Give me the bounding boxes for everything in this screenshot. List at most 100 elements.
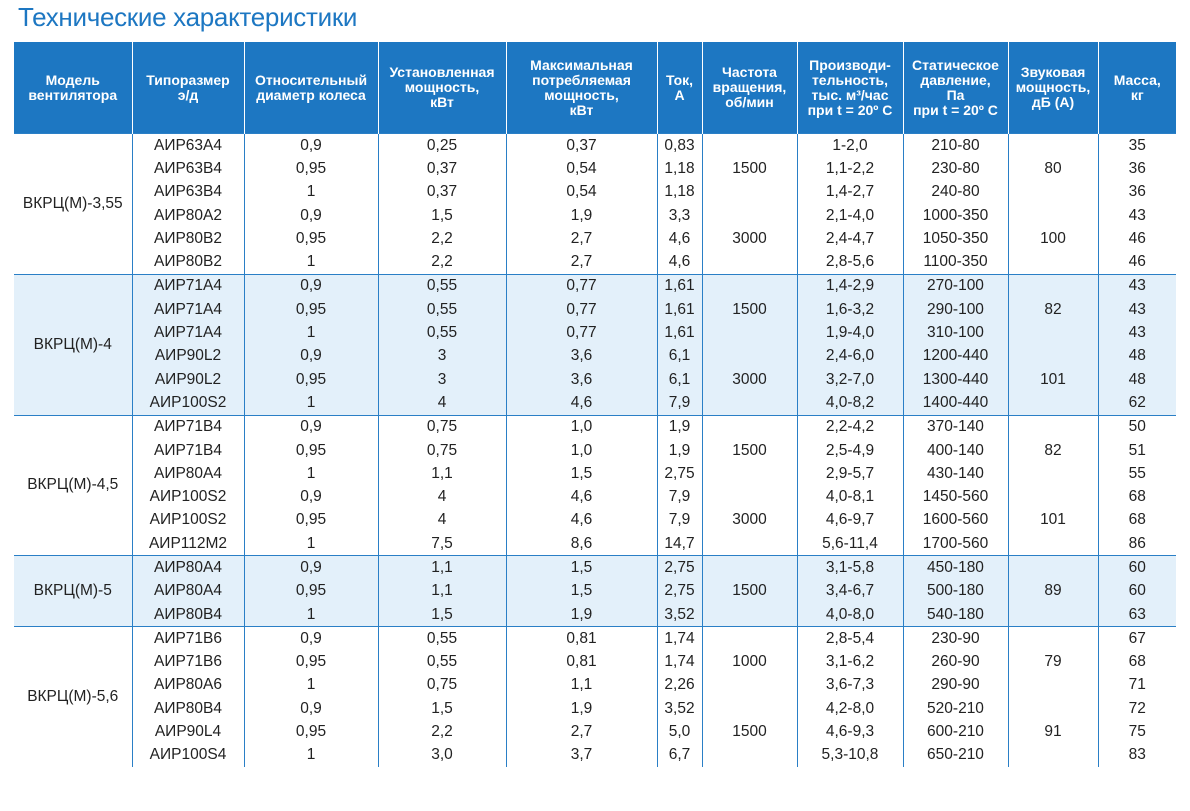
header-capacity: Производи- тельность, тыс. м³/час при t … [797,42,904,134]
capacity-cell: 2,8-5,6 [797,250,904,275]
motor-size-cell: АИР112М2 [132,532,245,556]
table-row: АИР100S2 0,9 4 4,6 7,9 3000 4,0-8,1 1450-560 101… [14,485,1176,556]
mass-cell: 46 [1128,253,1146,271]
installed-power-cell: 0,55 [378,273,507,299]
static-pressure-cell: 1450-560 [903,485,1009,509]
capacity-cell: 2,4-4,7 [797,227,904,251]
motor-size-cell: АИР90L2 [132,344,245,368]
wheel-diameter-cell: 1 [244,321,379,345]
static-pressure-cell: 270-100 [903,273,1009,299]
fan-model-cell: ВКРЦ(М)-3,55 [14,133,133,275]
table-row: АИР71В6 0,95 0,55 0,81 1,74 3,1-6,2 260-90 68 [14,650,1176,674]
static-pressure-cell: 500-180 [903,579,1009,603]
table-row: ВКРЦ(М)-5,6 АИР71В6 0,9 0,55 0,81 1,74 1000 2,8… [14,626,1176,768]
motor-size-cell: АИР71В6 [132,626,245,651]
static-pressure-cell: 210-80 [903,133,1009,158]
installed-power-cell: 1,1 [378,555,507,580]
capacity-cell: 3,4-6,7 [797,579,904,603]
max-power-cell: 4,6 [506,391,658,416]
mass-cell: 86 [1128,534,1146,552]
capacity-cell: 3,6-7,3 [797,673,904,698]
max-power-cell: 1,9 [506,697,658,721]
table-row: АИР80В2 0,95 2,2 2,7 4,6 2,4-4,7 1050-350 46 [14,227,1176,251]
installed-power-cell: 1,5 [378,697,507,721]
mass-cell: 43 [1098,321,1176,345]
motor-size-cell: АИР80В2 [132,227,245,251]
header-sound-power: Звуковая мощность, дБ (А) [1008,42,1099,134]
mass-cell: 67 [1098,626,1176,651]
installed-power-cell: 0,25 [378,133,507,158]
installed-power-cell: 1,1 [378,462,507,486]
motor-size-cell: АИР100S2 [132,508,245,533]
table-row: АИР63В4 1 0,37 0,54 1,18 1,4-2,7 240-80 36 [14,180,1176,204]
mass-cell: 62 [1098,391,1176,416]
sound-power-cell: 101 [1008,344,1099,416]
table-row: АИР80А4 1 1,1 1,5 2,75 2,9-5,7 430-140 55 [14,462,1176,486]
max-power-cell: 0,37 [506,133,658,158]
mass-cell: 36 [1128,183,1146,201]
motor-size-cell: АИР80В4 [132,697,245,721]
static-pressure-cell: 1700-560 [903,532,1009,556]
motor-size-cell: АИР90L2 [132,367,245,392]
sound-power-cell: 82 [1008,273,1099,345]
static-pressure-cell: 1100-350 [903,250,1009,275]
motor-size-cell: АИР90L4 [132,720,245,744]
static-pressure-cell: 1300-440 [903,367,1009,392]
rotation-speed-cell: 1500 [702,555,798,627]
capacity-cell: 1-2,0 [797,133,904,158]
installed-power-cell: 1,5 [378,602,507,627]
installed-power-cell: 2,2 [378,227,507,251]
static-pressure-cell: 230-80 [903,157,1009,181]
current-cell: 2,75 [657,555,703,580]
table-row: ВКРЦ(М)-5 АИР80А4 0,9 1,1 1,5 2,75 1500 3,1-5,8… [14,555,1176,627]
capacity-cell: 1,4-2,9 [797,273,904,299]
wheel-diameter-cell: 0,95 [244,227,379,251]
table-row: АИР80В4 1 1,5 1,9 3,52 4,0-8,0 540-180 63 [14,602,1176,627]
sound-power-cell: 101 [1008,485,1099,556]
current-cell: 1,61 [657,298,703,322]
capacity-cell: 4,0-8,2 [797,391,904,416]
current-cell: 14,7 [657,532,703,556]
table-body: ВКРЦ(М)-3,55 АИР63А4 0,9 0,25 0,37 0,83 1500 1-… [14,132,1176,768]
fan-model-cell: ВКРЦ(М)-5,6 [14,626,133,768]
max-power-cell: 3,7 [506,743,658,768]
motor-size-cell: АИР100S2 [132,485,245,509]
current-cell: 7,9 [657,508,703,533]
max-power-cell: 2,7 [506,720,658,744]
header-current: Ток, А [657,42,703,134]
sound-power-cell: 79 [1008,626,1099,698]
capacity-cell: 2,2-4,2 [797,414,904,439]
mass-cell: 35 [1098,133,1176,158]
table-row: АИР71А4 0,95 0,55 0,77 1,61 1,6-3,2 290-100 43 [14,298,1176,322]
static-pressure-cell: 1050-350 [903,227,1009,251]
max-power-cell: 2,7 [506,250,658,275]
static-pressure-cell: 650-210 [903,743,1009,768]
capacity-cell: 4,6-9,7 [797,508,904,533]
sound-power-cell: 80 [1008,132,1099,204]
mass-cell: 68 [1128,653,1146,671]
specifications-table: Модель вентилятора Типоразмер э/д Относи… [14,42,1176,768]
installed-power-cell: 0,55 [378,321,507,345]
static-pressure-cell: 400-140 [903,438,1009,463]
table-row: ВКРЦ(М)-4,5 АИР71В4 0,9 0,75 1,0 1,9 1500 2,2-4… [14,414,1176,556]
wheel-diameter-cell: 1 [244,180,379,204]
table-row: АИР80А4 0,95 1,1 1,5 2,75 3,4-6,7 500-180 60 [14,579,1176,603]
wheel-diameter-cell: 1 [244,462,379,486]
motor-size-cell: АИР71А4 [132,321,245,345]
current-cell: 4,6 [657,227,703,251]
motor-size-cell: АИР80А4 [132,462,245,486]
table-row: ВКРЦ(М)-4 АИР71А4 0,9 0,55 0,77 1,61 1500 1,4-2… [14,273,1176,416]
rotation-speed-cell: 1500 [702,414,798,486]
wheel-diameter-cell: 1 [244,602,379,627]
wheel-diameter-cell: 1 [244,250,379,275]
table-row: АИР90L4 0,95 2,2 2,7 5,0 4,6-9,3 600-210 75 [14,720,1176,744]
header-static-pressure: Статическое давление, Па при t = 20º С [903,42,1009,134]
current-cell: 2,75 [657,462,703,486]
header-row: Модель вентилятора Типоразмер э/д Относи… [14,42,1176,134]
static-pressure-cell: 230-90 [903,626,1009,651]
header-fan-model: Модель вентилятора [14,42,133,134]
mass-cell: 43 [1098,273,1176,299]
mass-cell: 48 [1098,367,1176,392]
max-power-cell: 8,6 [506,532,658,556]
mass-cell: 83 [1128,746,1146,764]
